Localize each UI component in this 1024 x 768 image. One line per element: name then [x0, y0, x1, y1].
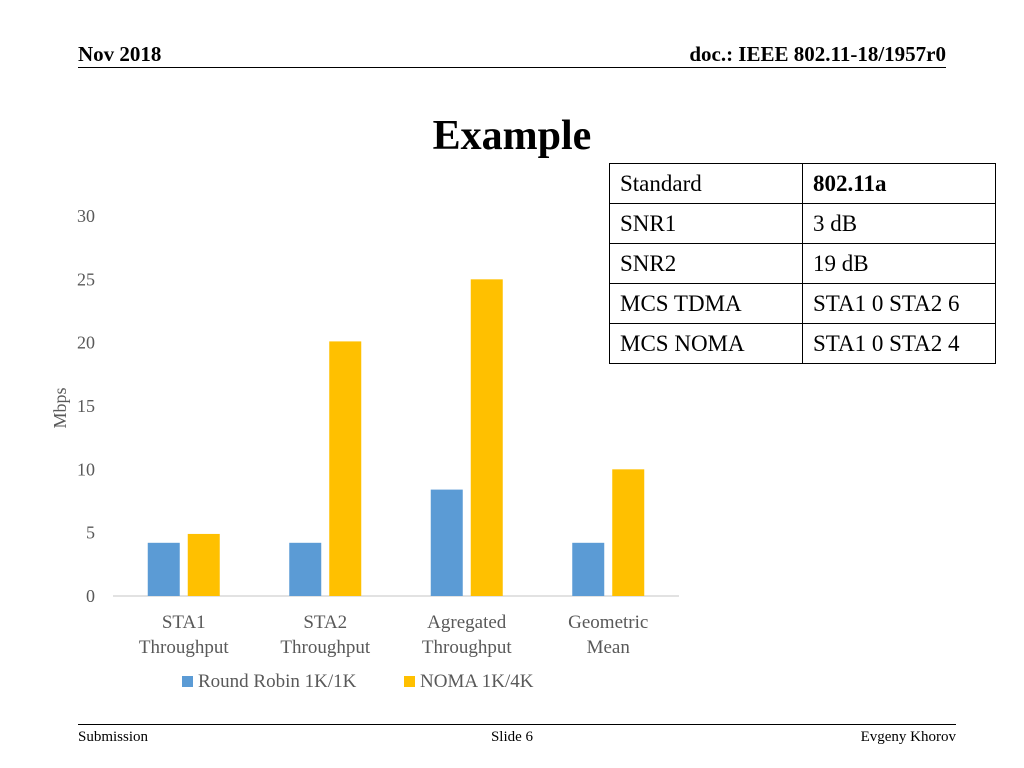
bar-noma — [470, 279, 503, 596]
bar-round-robin — [430, 489, 463, 596]
y-tick-label: 5 — [86, 523, 95, 543]
y-tick-label: 20 — [77, 333, 95, 353]
legend-swatch — [404, 676, 415, 687]
table-cell: 802.11a — [802, 163, 996, 204]
header-divider — [78, 67, 946, 68]
x-tick-label: Geometric — [568, 612, 648, 633]
bar-noma — [612, 469, 645, 596]
y-tick-label: 10 — [77, 459, 95, 479]
x-tick-label: Throughput — [280, 637, 370, 658]
x-tick-label: Mean — [587, 637, 631, 658]
legend-label: NOMA 1K/4K — [420, 671, 534, 692]
x-tick-label: Throughput — [139, 637, 229, 658]
table-cell: STA1 0 STA2 6 — [802, 283, 996, 324]
table-row: MCS NOMA STA1 0 STA2 4 — [609, 323, 996, 364]
bar-noma — [187, 533, 220, 596]
bar-round-robin — [289, 542, 322, 596]
table-cell: Standard — [609, 163, 803, 204]
table-cell: 3 dB — [802, 203, 996, 244]
footer-submission: Submission — [78, 729, 149, 745]
table-cell: SNR1 — [609, 203, 803, 244]
header-doc-id: doc.: IEEE 802.11-18/1957r0 — [689, 42, 946, 66]
footer-author: Evgeny Khorov — [860, 729, 956, 745]
y-tick-label: 30 — [77, 206, 95, 226]
spec-table: Standard 802.11a SNR1 3 dB SNR2 19 dB MC… — [609, 163, 996, 364]
x-tick-label: Throughput — [422, 637, 512, 658]
x-tick-label: Agregated — [427, 612, 507, 633]
slide-title: Example — [432, 113, 592, 159]
y-tick-label: 25 — [77, 269, 95, 289]
header-date: Nov 2018 — [78, 42, 162, 66]
y-tick-label: 15 — [77, 396, 95, 416]
bar-round-robin — [572, 542, 605, 596]
x-tick-label: STA2 — [303, 612, 347, 633]
x-tick-label: STA1 — [162, 612, 206, 633]
legend-label: Round Robin 1K/1K — [198, 671, 357, 692]
table-cell: STA1 0 STA2 4 — [802, 323, 996, 364]
y-tick-label: 0 — [86, 586, 95, 606]
bar-round-robin — [147, 542, 180, 596]
footer-divider — [78, 724, 956, 725]
table-cell: MCS NOMA — [609, 323, 803, 364]
table-cell: 19 dB — [802, 243, 996, 284]
table-row: Standard 802.11a — [609, 163, 996, 204]
y-axis-label: Mbps — [50, 387, 70, 428]
bar-noma — [329, 341, 362, 596]
footer-slide-number: Slide 6 — [490, 729, 534, 745]
bar-chart: 0 5 10 15 20 25 30 Mbps STA1 Throughput STA2 Throug… — [50, 206, 679, 692]
legend-swatch — [182, 676, 193, 687]
